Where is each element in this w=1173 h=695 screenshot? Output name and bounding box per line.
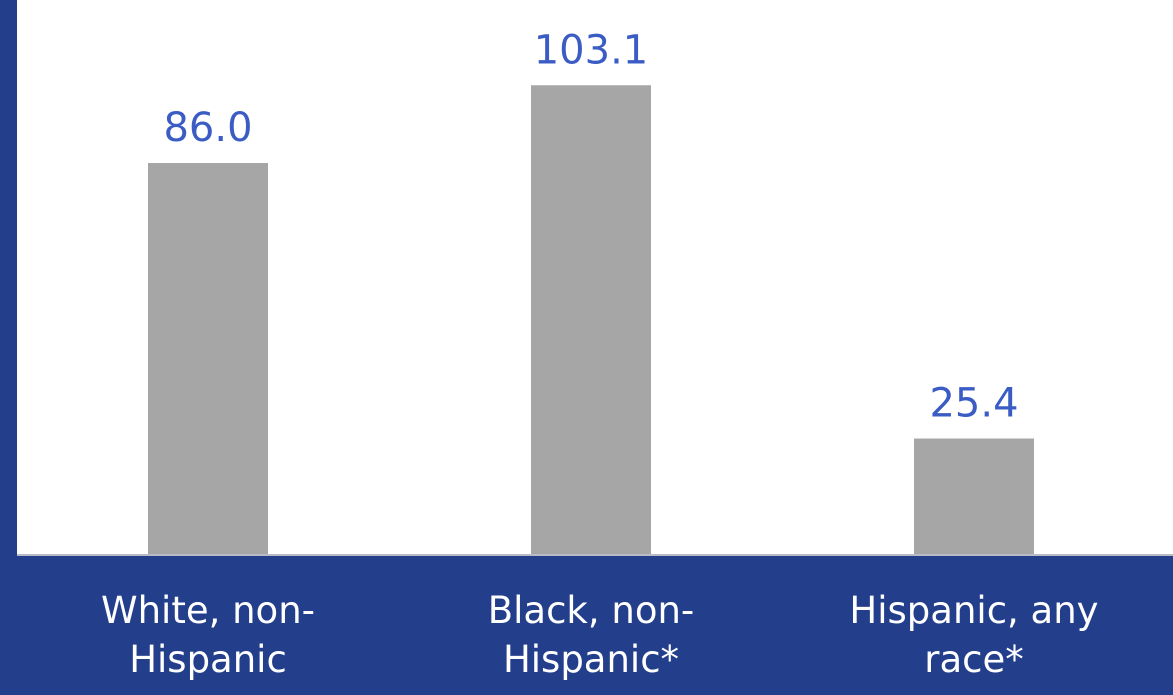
bar-black-non-hispanic xyxy=(531,85,651,554)
value-label-black-non-hispanic: 103.1 xyxy=(534,27,649,73)
bar-hispanic-any-race xyxy=(914,438,1034,554)
value-label-hispanic-any-race: 25.4 xyxy=(929,381,1018,427)
bar-white-non-hispanic xyxy=(148,163,268,554)
category-label-black-non-hispanic: Black, non- Hispanic* xyxy=(487,589,695,681)
category-label-hispanic-any-race: Hispanic, any race* xyxy=(849,589,1099,681)
category-label-white-non-hispanic: White, non- Hispanic xyxy=(101,589,315,681)
bar-chart: 86.0 103.1 25.4 xyxy=(148,27,1034,554)
value-label-white-non-hispanic: 86.0 xyxy=(163,105,252,151)
plot-area: 86.0 103.1 25.4 xyxy=(17,0,1173,556)
